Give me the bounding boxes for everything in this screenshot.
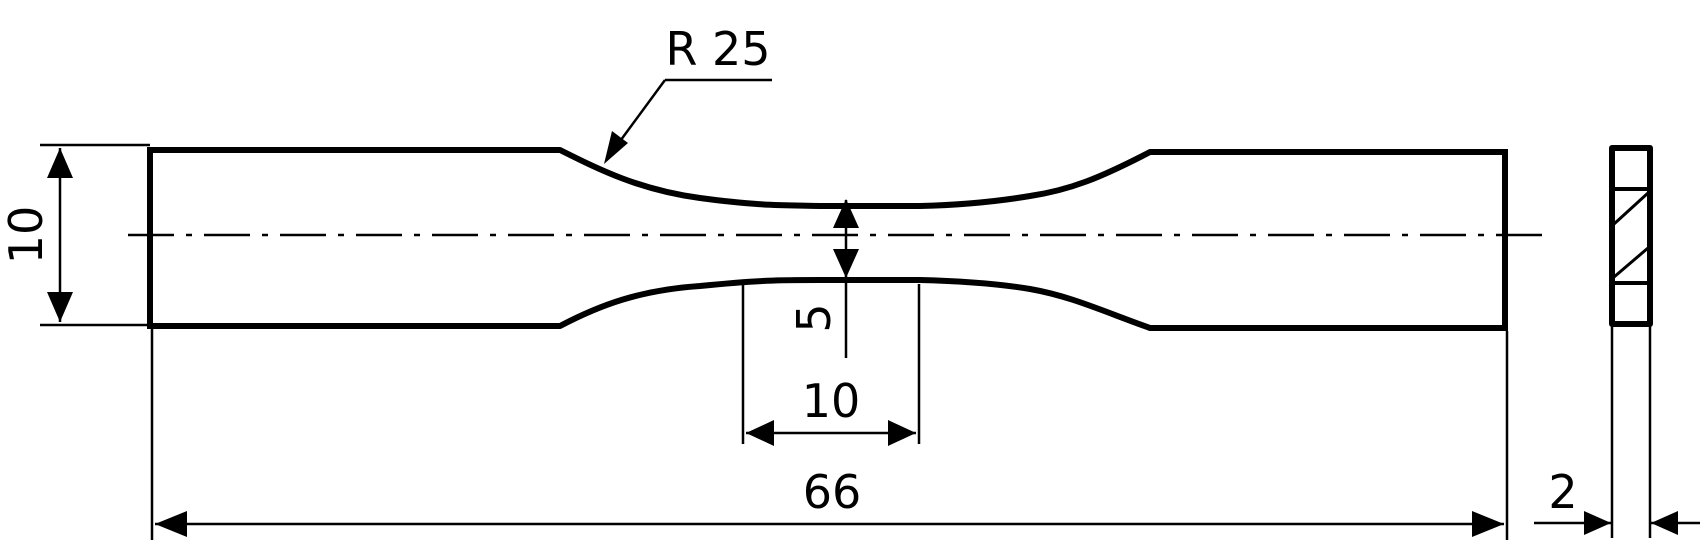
specimen-top-edge: [150, 147, 1505, 209]
width-dimension: 10: [0, 143, 150, 327]
total-arrow-right: [1472, 511, 1504, 537]
side-view-outline: [1609, 145, 1653, 327]
width-label: 10: [0, 206, 53, 265]
width-arrow-bottom: [47, 292, 73, 322]
gauge-arrow-left: [746, 420, 774, 446]
gauge-arrow-right: [888, 420, 916, 446]
total-length-label: 66: [803, 465, 862, 519]
gauge-length-dimension: 10: [741, 284, 921, 446]
total-arrow-left: [155, 511, 187, 537]
thickness-dimension: 2: [1534, 326, 1700, 538]
hatch-line-2: [1613, 246, 1649, 279]
radius-arrow: [604, 131, 628, 164]
side-view: [1609, 145, 1653, 327]
total-length-dimension: 66: [150, 329, 1509, 540]
thickness-label: 2: [1548, 465, 1577, 519]
radius-leader: [613, 79, 667, 149]
gauge-length-label: 10: [802, 374, 861, 428]
width-arrow-top: [47, 148, 73, 178]
specimen-outline: [147, 147, 1508, 331]
hatch-line-1: [1612, 191, 1650, 226]
radius-label: R 25: [665, 22, 770, 76]
radius-callout: R 25: [604, 22, 772, 164]
thickness-arrow-right: [1651, 511, 1678, 535]
neck-arrow-top: [833, 199, 859, 228]
neck-half-width-dimension: 5: [787, 199, 859, 358]
specimen-bottom-edge: [150, 277, 1505, 331]
neck-half-width-label: 5: [787, 303, 841, 332]
thickness-arrow-left: [1584, 511, 1611, 535]
neck-arrow-bottom: [833, 249, 859, 278]
